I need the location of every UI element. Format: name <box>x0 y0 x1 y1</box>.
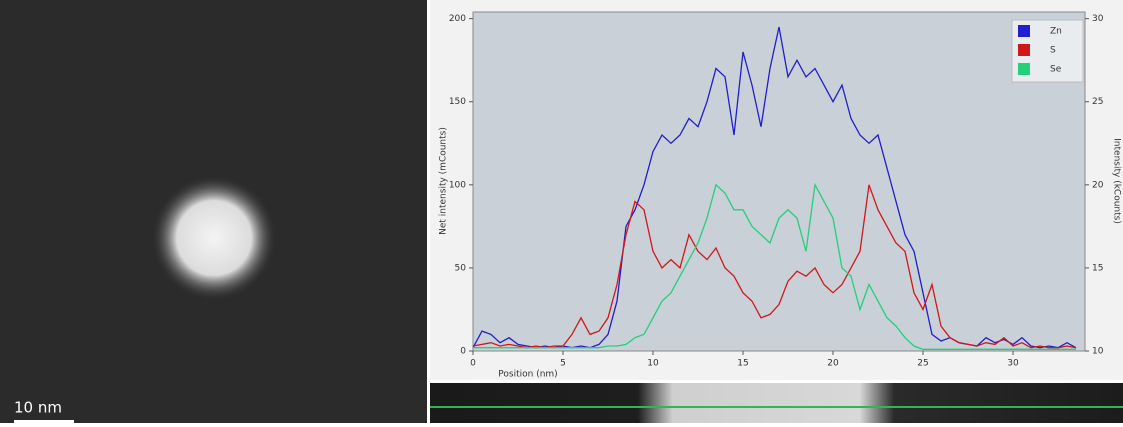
y2-tick-label: 15 <box>1092 263 1103 273</box>
legend-swatch <box>1018 44 1030 56</box>
scale-bar <box>14 420 74 423</box>
x-tick-label: 10 <box>647 359 659 369</box>
plot-area <box>472 11 1086 352</box>
y-tick-label: 200 <box>449 14 466 24</box>
y2-tick-label: 30 <box>1092 14 1104 24</box>
y2-tick-label: 25 <box>1092 97 1103 107</box>
y-tick-label: 100 <box>449 180 466 190</box>
series-line <box>472 184 1077 349</box>
x-tick-label: 30 <box>1007 359 1019 369</box>
particle <box>152 176 276 300</box>
legend-label: Zn <box>1050 27 1062 37</box>
x-axis-title: Position (nm) <box>498 370 557 380</box>
x-tick-label: 0 <box>470 359 476 369</box>
scale-bar-label: 10 nm <box>14 399 62 417</box>
y2-tick-label: 20 <box>1092 180 1104 190</box>
x-tick-label: 20 <box>827 359 839 369</box>
y-tick-label: 150 <box>449 97 466 107</box>
x-tick-label: 25 <box>917 359 928 369</box>
series-line <box>473 182 1076 350</box>
x-tick-label: 5 <box>560 359 566 369</box>
y2-axis-title: Intensity (kCounts) <box>1112 138 1122 224</box>
line-scan-image <box>430 383 1123 423</box>
y2-tick-label: 10 <box>1092 347 1104 357</box>
x-tick-label: 15 <box>737 359 748 369</box>
y-axis-title: Net intensity (mCounts) <box>439 127 449 235</box>
legend-swatch <box>1018 25 1030 37</box>
legend-label: S <box>1050 46 1056 56</box>
y-tick-label: 50 <box>455 263 467 273</box>
legend-label: Se <box>1050 65 1062 75</box>
y-tick-label: 0 <box>460 347 466 357</box>
legend-swatch <box>1018 63 1030 75</box>
